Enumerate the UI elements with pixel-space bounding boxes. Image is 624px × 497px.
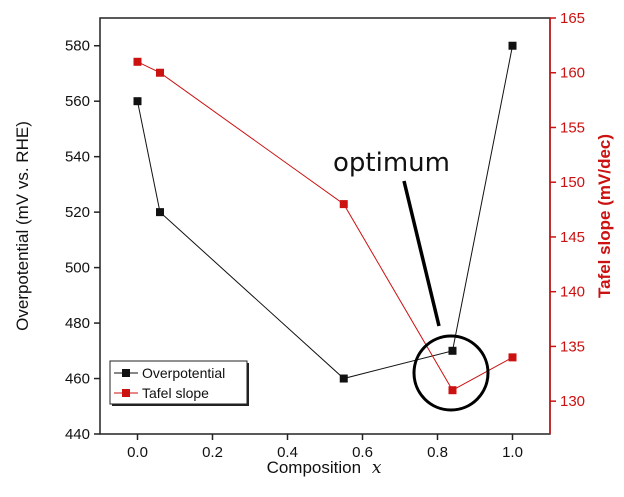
point-overpotential xyxy=(133,97,142,106)
right-y-axis: 130 135 140 145 150 155 160 165 xyxy=(550,10,585,410)
point-tafel-slope xyxy=(133,57,142,66)
left-y-tick-label: 440 xyxy=(65,426,90,443)
x-tick-label: 0.6 xyxy=(352,444,373,461)
x-tick-label: 0.2 xyxy=(202,444,223,461)
annotation-optimum: optimum xyxy=(333,148,450,178)
right-y-tick-label: 160 xyxy=(560,65,585,82)
left-y-tick-label: 580 xyxy=(65,38,90,55)
legend-label-overpotential: Overpotential xyxy=(142,365,225,381)
left-y-axis: 440 460 480 500 520 540 560 580 xyxy=(65,38,100,443)
point-tafel-slope xyxy=(339,200,348,209)
left-y-tick-label: 460 xyxy=(65,371,90,388)
legend-label-tafel: Tafel slope xyxy=(142,385,209,401)
x-axis-title-var: x xyxy=(372,458,382,478)
series-layer xyxy=(133,41,517,395)
right-y-tick-label: 140 xyxy=(560,284,585,301)
left-y-tick-label: 560 xyxy=(65,93,90,110)
x-tick-label: 0.8 xyxy=(427,444,448,461)
legend-box xyxy=(109,360,248,405)
point-tafel-slope xyxy=(508,353,517,362)
x-tick-label: 0.0 xyxy=(127,444,148,461)
left-y-tick-label: 540 xyxy=(65,149,90,166)
right-y-tick-label: 130 xyxy=(560,393,585,410)
point-tafel-slope xyxy=(448,386,457,395)
point-tafel-slope xyxy=(156,68,164,77)
right-y-tick-label: 165 xyxy=(560,10,585,27)
series-line-tafel-slope xyxy=(137,61,513,391)
right-y-tick-label: 150 xyxy=(560,174,585,191)
left-y-tick-label: 500 xyxy=(65,260,90,277)
legend-marker-tafel xyxy=(122,389,130,397)
x-axis-title: Composition x xyxy=(267,458,382,478)
annotation-pointer-line xyxy=(402,180,441,327)
right-y-tick-label: 135 xyxy=(560,338,585,355)
x-axis-title-text: Composition xyxy=(267,458,362,477)
right-y-tick-label: 155 xyxy=(560,119,585,136)
x-tick-label: 0.4 xyxy=(277,444,298,461)
x-tick-label: 1.0 xyxy=(502,444,523,461)
point-overpotential xyxy=(508,41,517,50)
point-overpotential xyxy=(156,208,164,217)
left-y-tick-label: 480 xyxy=(65,315,90,332)
point-overpotential xyxy=(448,346,457,355)
point-overpotential xyxy=(339,374,348,383)
left-y-axis-title: Overpotential (mV vs. RHE) xyxy=(13,121,32,331)
legend-marker-overpotential xyxy=(122,369,130,377)
left-y-tick-label: 520 xyxy=(65,204,90,221)
x-axis: 0.0 0.2 0.4 0.6 0.8 1.0 xyxy=(127,434,523,461)
right-y-axis-title: Tafel slope (mV/dec) xyxy=(595,134,614,298)
annotation-circle xyxy=(412,334,490,412)
series-line-overpotential xyxy=(137,45,513,380)
right-y-tick-label: 145 xyxy=(560,229,585,246)
legend: Overpotential Tafel slope xyxy=(109,360,249,406)
